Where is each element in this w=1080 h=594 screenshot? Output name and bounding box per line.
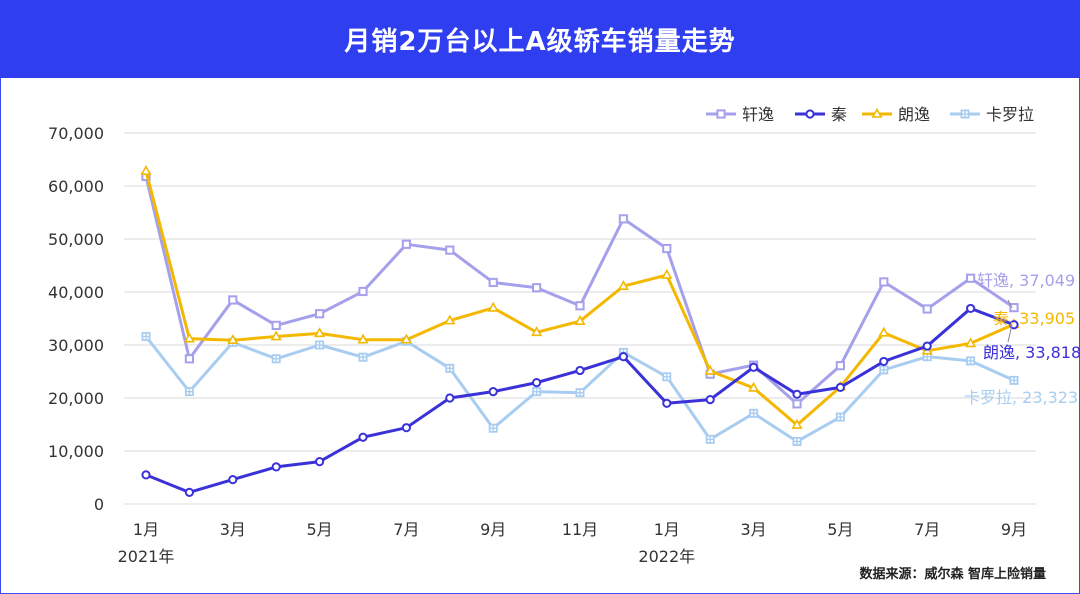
data-point — [835, 382, 846, 392]
data-point — [140, 165, 152, 175]
y-tick-label: 40,000 — [48, 283, 104, 302]
data-point — [314, 327, 326, 338]
x-tick-label: 1月 — [654, 520, 680, 539]
data-point — [705, 394, 715, 405]
data-point — [184, 487, 194, 497]
data-point — [532, 378, 542, 388]
y-tick-label: 20,000 — [48, 389, 104, 408]
data-point — [271, 462, 281, 472]
x-tick-label: 11月 — [562, 520, 598, 539]
legend-label: 轩逸 — [742, 105, 774, 124]
data-point — [792, 399, 802, 409]
legend-label: 朗逸 — [898, 105, 930, 124]
data-point — [1009, 320, 1019, 330]
data-point — [922, 341, 932, 351]
data-point — [401, 423, 411, 433]
legend-marker — [716, 109, 726, 119]
data-point — [228, 295, 238, 305]
x-tick-label: 9月 — [1001, 520, 1027, 539]
x-tick-label: 3月 — [741, 520, 767, 539]
x-tick-label: 9月 — [480, 520, 506, 539]
data-point — [879, 277, 889, 287]
data-point — [488, 277, 498, 288]
data-point — [662, 243, 672, 254]
data-point — [835, 361, 845, 371]
x-tick-label: 1月 — [133, 520, 159, 539]
end-label-leader — [1007, 299, 1013, 308]
end-label: 秦, 33,905 — [993, 309, 1075, 328]
data-point — [792, 389, 802, 399]
x-year-label: 2021年 — [118, 547, 175, 566]
data-point — [358, 432, 368, 442]
data-point — [878, 326, 890, 337]
data-point — [183, 332, 195, 343]
x-year-label: 2022年 — [638, 547, 695, 566]
data-point — [879, 356, 889, 367]
data-point — [227, 334, 239, 345]
end-label: 轩逸, 37,049 — [977, 271, 1075, 290]
data-point — [400, 333, 412, 344]
series-line-3 — [144, 170, 1015, 427]
chart-title: 月销2万台以上A级轿车销量走势 — [344, 26, 736, 57]
legend-marker — [805, 109, 815, 119]
data-point — [488, 387, 498, 397]
data-point — [966, 303, 976, 314]
data-point — [575, 365, 585, 376]
data-point — [575, 301, 585, 311]
x-tick-label: 5月 — [827, 520, 853, 539]
data-point — [532, 283, 542, 293]
data-point — [141, 470, 151, 480]
data-point — [617, 280, 629, 290]
data-point — [661, 268, 673, 279]
data-point — [445, 245, 455, 255]
data-point — [487, 301, 499, 312]
y-tick-label: 0 — [94, 495, 104, 514]
legend-label: 卡罗拉 — [986, 105, 1034, 124]
end-label-leader — [1007, 324, 1013, 343]
data-point — [401, 239, 411, 249]
data-point — [1009, 303, 1019, 313]
header-banner: 月销2万台以上A级轿车销量走势 — [0, 0, 1080, 78]
legend-label: 秦 — [831, 105, 847, 124]
data-point — [184, 354, 195, 364]
data-point — [358, 286, 368, 297]
data-point — [444, 314, 456, 325]
data-point — [922, 304, 932, 314]
y-tick-label: 10,000 — [48, 442, 104, 461]
data-point — [357, 333, 369, 344]
data-point — [531, 326, 543, 337]
y-tick-label: 30,000 — [48, 336, 104, 355]
y-tick-label: 70,000 — [48, 124, 104, 143]
data-point — [966, 273, 976, 283]
y-tick-label: 50,000 — [48, 230, 104, 249]
y-tick-label: 60,000 — [48, 177, 104, 196]
data-point — [618, 352, 629, 362]
end-label: 朗逸, 33,818 — [983, 343, 1080, 362]
data-point — [748, 381, 760, 392]
x-tick-label: 7月 — [914, 520, 940, 539]
data-point — [270, 330, 282, 341]
x-tick-label: 3月 — [220, 520, 246, 539]
end-label: 卡罗拉, 23,323 — [964, 388, 1078, 407]
data-point — [315, 309, 325, 319]
data-point — [271, 320, 281, 330]
data-point — [662, 398, 672, 408]
data-point — [445, 393, 455, 403]
data-source-note: 数据来源：威尔森 智库上险销量 — [859, 567, 1046, 582]
x-tick-label: 5月 — [307, 520, 333, 539]
data-point — [749, 362, 759, 372]
data-point — [228, 475, 238, 485]
data-point — [574, 315, 586, 325]
legend-marker — [871, 107, 883, 118]
data-point — [704, 364, 716, 375]
data-point — [965, 337, 977, 348]
data-point — [791, 418, 803, 429]
data-point — [315, 457, 325, 467]
x-tick-label: 7月 — [393, 520, 419, 539]
data-point — [618, 214, 628, 224]
